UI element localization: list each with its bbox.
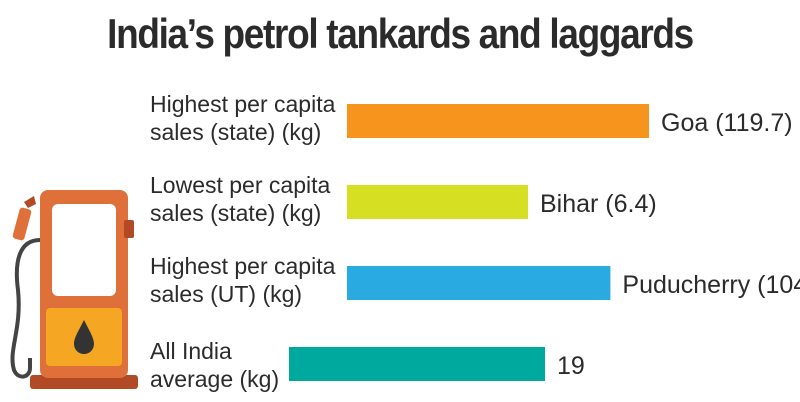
- category-label: Highest per capita sales (UT) (kg): [150, 253, 336, 307]
- category-label: Highest per capita sales (state) (kg): [150, 91, 336, 145]
- category-label: All India average (kg): [150, 338, 279, 392]
- category-label: Lowest per capita sales (state) (kg): [150, 172, 330, 226]
- bar: [347, 104, 649, 138]
- value-label: Bihar (6.4): [540, 190, 657, 218]
- value-label: 19: [557, 352, 585, 380]
- value-label: Goa (119.7): [661, 109, 793, 137]
- bar: [289, 347, 545, 381]
- bar: [347, 266, 611, 300]
- chart-title: India’s petrol tankards and laggards: [107, 10, 694, 57]
- fuel-pump-icon: [10, 190, 138, 389]
- bar: [347, 185, 528, 219]
- value-label: Puducherry (104.4): [622, 271, 800, 299]
